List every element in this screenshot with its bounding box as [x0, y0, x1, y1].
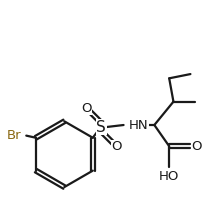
- Text: O: O: [111, 140, 121, 153]
- Text: Br: Br: [6, 129, 21, 142]
- Text: O: O: [81, 101, 92, 115]
- Text: HO: HO: [159, 170, 179, 183]
- Text: S: S: [96, 120, 106, 135]
- Text: O: O: [192, 140, 202, 153]
- Text: HN: HN: [129, 118, 149, 132]
